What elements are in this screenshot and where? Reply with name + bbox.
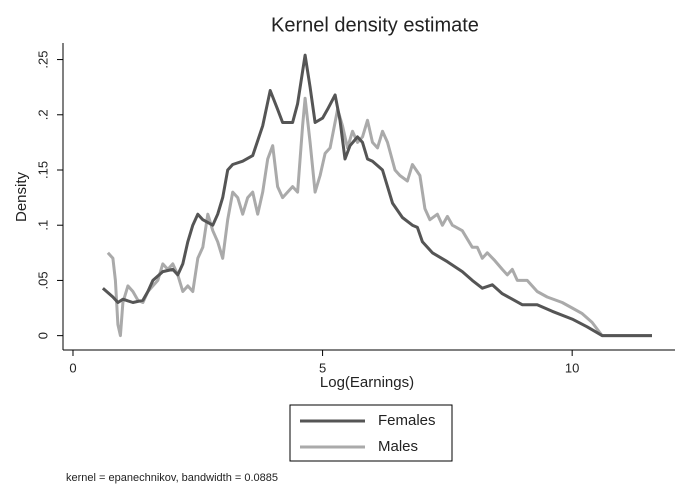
legend-label: Females <box>378 412 436 429</box>
y-tick-label: .15 <box>35 161 50 179</box>
x-tick-label: 10 <box>565 360 579 375</box>
chart-title: Kernel density estimate <box>271 14 479 36</box>
legend-label: Males <box>378 438 418 455</box>
note: kernel = epanechnikov, bandwidth = 0.088… <box>66 472 278 484</box>
density-line <box>106 96 652 338</box>
x-axis-label: Log(Earnings) <box>320 374 414 391</box>
y-tick-label: .2 <box>35 109 50 120</box>
y-tick-label: .05 <box>35 271 50 289</box>
x-tick-label: 5 <box>319 360 326 375</box>
y-axis-label: Density <box>13 171 30 222</box>
y-tick-label: 0 <box>35 332 50 339</box>
y-tick-label: .1 <box>35 220 50 231</box>
density-line <box>101 53 652 338</box>
legend-box <box>289 404 453 462</box>
y-tick-label: .25 <box>35 51 50 69</box>
x-tick-label: 0 <box>69 360 76 375</box>
